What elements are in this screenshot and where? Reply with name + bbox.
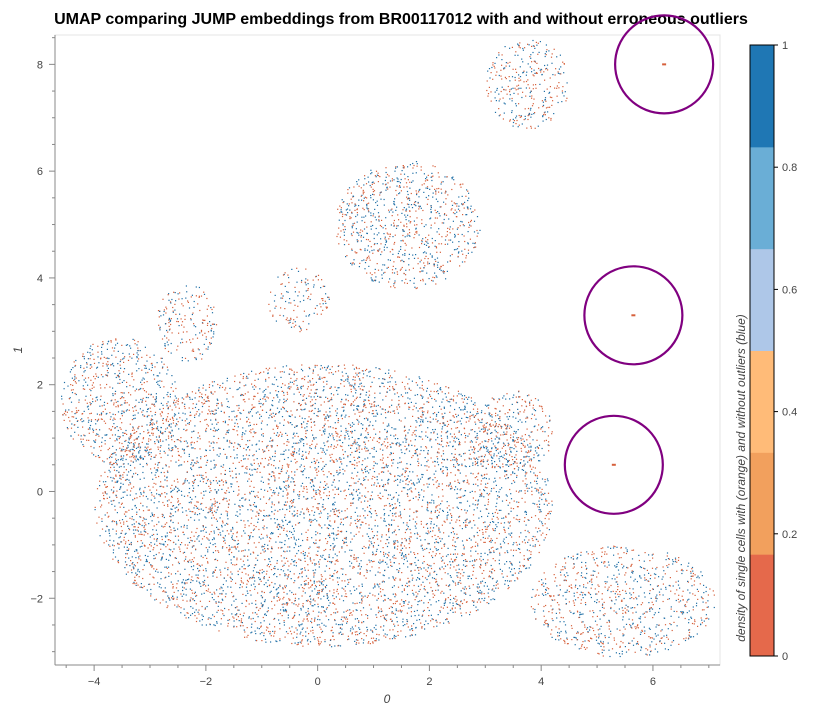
cluster-4 — [486, 39, 568, 129]
y-tick-label: 8 — [37, 59, 43, 71]
y-tick-label: 6 — [37, 166, 43, 178]
y-tick-label: 2 — [37, 380, 43, 392]
cluster-7 — [268, 267, 330, 333]
y-axis: −2 0 2 4 6 8 — [30, 35, 56, 665]
colorbar-tick-label: 0 — [782, 651, 788, 663]
chart-title: UMAP comparing JUMP embeddings from BR00… — [54, 11, 748, 28]
cluster-0 — [94, 364, 553, 648]
x-tick-label: 6 — [650, 676, 656, 688]
colorbar-tick-label: 0.8 — [782, 162, 797, 174]
x-tick-label: 0 — [315, 676, 321, 688]
outlier-circle-2 — [563, 414, 664, 515]
cluster-2 — [61, 338, 179, 466]
x-axis-label: 0 — [384, 692, 391, 706]
colorbar: 0 0.2 0.4 0.6 0.8 1 — [749, 40, 797, 663]
cluster-6 — [157, 285, 218, 362]
colorbar-bin — [750, 45, 774, 148]
colorbar-tick-label: 0.6 — [782, 284, 797, 296]
colorbar-bin — [750, 452, 774, 555]
y-tick-label: −2 — [30, 593, 43, 605]
x-axis: −4 −2 0 2 4 6 — [55, 664, 720, 688]
colorbar-tick-label: 1 — [782, 40, 788, 52]
x-tick-label: −2 — [200, 676, 213, 688]
x-tick-label: 2 — [426, 676, 432, 688]
colorbar-bin — [750, 248, 774, 351]
colorbar-bin — [750, 350, 774, 453]
outlier-circle-0 — [614, 14, 715, 115]
scatter-points — [61, 39, 715, 658]
cluster-5 — [474, 390, 553, 477]
cluster-1 — [530, 545, 715, 658]
plot-frame — [54, 34, 721, 666]
colorbar-bin — [750, 554, 774, 657]
colorbar-label: density of single cells with (orange) an… — [734, 314, 748, 642]
y-axis-label: 1 — [11, 347, 25, 354]
y-tick-label: 4 — [37, 273, 43, 285]
colorbar-tick-label: 0.4 — [782, 407, 797, 419]
x-tick-label: 4 — [538, 676, 544, 688]
outlier-circles — [563, 14, 715, 515]
cluster-3 — [336, 161, 481, 290]
y-tick-label: 0 — [37, 486, 43, 498]
outlier-circle-1 — [583, 265, 684, 366]
x-tick-label: −4 — [88, 676, 101, 688]
colorbar-tick-label: 0.2 — [782, 529, 797, 541]
colorbar-bin — [750, 146, 774, 250]
